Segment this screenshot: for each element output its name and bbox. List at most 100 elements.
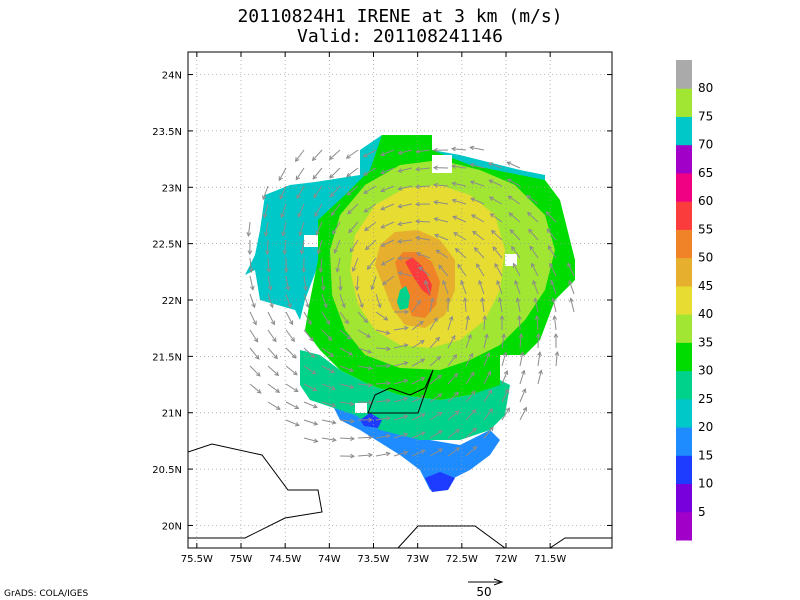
wind-vector: [555, 352, 558, 367]
wind-vector-head: [368, 435, 374, 440]
wind-vector: [501, 389, 509, 403]
wind-vector: [357, 365, 372, 370]
wind-vector: [329, 167, 341, 179]
wind-vector: [375, 311, 388, 321]
wind-vector-head: [275, 405, 281, 410]
wind-vector-head: [330, 385, 336, 391]
x-tick-label: 73.5W: [357, 554, 389, 565]
wind-vector-head: [246, 232, 252, 237]
wind-vector: [249, 347, 260, 360]
wind-vector: [429, 356, 441, 367]
wind-vector: [357, 454, 372, 457]
wind-vector: [393, 379, 408, 385]
wind-vector: [465, 446, 477, 457]
wind-vector: [496, 280, 503, 295]
wind-vector: [321, 383, 336, 390]
figure-title-line2: Valid: 201108241146: [297, 26, 503, 47]
wind-vector: [329, 149, 341, 160]
wind-vector-head: [312, 174, 318, 180]
wind-vector-head: [420, 358, 426, 363]
wind-vector-head: [569, 297, 574, 303]
wind-vector-head: [469, 145, 475, 151]
wind-vector: [247, 221, 251, 236]
wind-vector: [346, 149, 359, 159]
wind-vector: [418, 266, 431, 277]
wind-vector: [285, 275, 289, 290]
wind-vector: [507, 178, 521, 187]
wind-vector-head: [256, 389, 262, 394]
wind-vector-head: [288, 320, 294, 326]
wind-vector: [321, 329, 333, 341]
wind-vector: [339, 365, 354, 372]
wind-vector-head: [515, 297, 521, 303]
wind-vector: [455, 248, 467, 259]
wind-vector: [312, 149, 323, 161]
wind-vector: [267, 275, 272, 290]
wind-vector: [508, 195, 521, 205]
colorbar: 5 10 15 20 25 30 35 40 45 50 55 60 65 70 75 80: [676, 60, 713, 541]
wind-vector-head: [537, 351, 542, 357]
wind-vector-head: [349, 247, 355, 253]
wind-vector-head: [469, 180, 475, 185]
wind-vector-head: [494, 262, 499, 268]
wind-vector: [295, 167, 305, 180]
wind-vector-head: [363, 208, 369, 213]
wind-vector: [534, 298, 539, 313]
wind-vector-head: [330, 368, 336, 374]
wind-vector-head: [296, 194, 301, 200]
wind-vector-head: [267, 285, 273, 291]
wind-vector: [363, 185, 377, 194]
wind-vector-head: [329, 192, 335, 198]
wind-vector: [398, 221, 413, 225]
wind-vector-head: [279, 194, 284, 200]
wind-vector: [460, 280, 467, 295]
wind-vector: [380, 167, 395, 174]
wind-vector-head: [472, 230, 477, 236]
wind-vector: [526, 195, 539, 205]
wind-vector-head: [453, 232, 459, 237]
wind-vector-head: [533, 297, 539, 303]
wind-speed-field: [245, 135, 575, 492]
wind-vector: [527, 212, 539, 223]
wind-vector-head: [359, 303, 364, 309]
wind-vector-head: [364, 226, 369, 232]
wind-vector-head: [415, 252, 421, 257]
wind-vector: [567, 263, 575, 277]
wind-vector: [429, 448, 443, 457]
wind-vector-head: [482, 314, 488, 320]
wind-vector: [501, 407, 510, 421]
wind-vector: [263, 203, 269, 218]
wind-vector: [434, 201, 449, 205]
wind-vector-head: [251, 303, 256, 309]
wind-vector-head: [517, 314, 522, 320]
colorbar-label: 50: [698, 251, 713, 265]
wind-vector-head: [310, 353, 316, 358]
wind-vector-head: [514, 279, 519, 285]
wind-vector-head: [452, 353, 458, 359]
wind-vector-head: [331, 420, 337, 425]
wind-vector-head: [294, 157, 300, 163]
wind-vector: [429, 393, 442, 403]
wind-vector-head: [403, 450, 409, 456]
wind-vector-head: [424, 279, 429, 285]
wind-vector: [471, 214, 485, 223]
wind-vector: [262, 185, 269, 200]
wind-vector: [545, 211, 557, 223]
wind-vector-head: [419, 320, 424, 326]
wind-vector: [265, 221, 269, 236]
wind-vector: [371, 275, 377, 290]
colorbar-swatch: [676, 116, 692, 146]
wind-vector-head: [363, 189, 369, 194]
wind-vector: [285, 311, 294, 325]
wind-vector: [321, 365, 335, 374]
wind-vector-head: [266, 268, 272, 274]
wind-vector: [447, 335, 456, 349]
wind-vector: [411, 377, 425, 385]
wind-vector: [536, 316, 539, 331]
wind-vector-head: [504, 388, 510, 394]
wind-vector-head: [512, 262, 518, 268]
wind-vector-head: [386, 398, 391, 404]
wind-vector: [267, 311, 275, 325]
wind-vector-head: [433, 182, 438, 188]
wind-vector: [434, 218, 449, 223]
